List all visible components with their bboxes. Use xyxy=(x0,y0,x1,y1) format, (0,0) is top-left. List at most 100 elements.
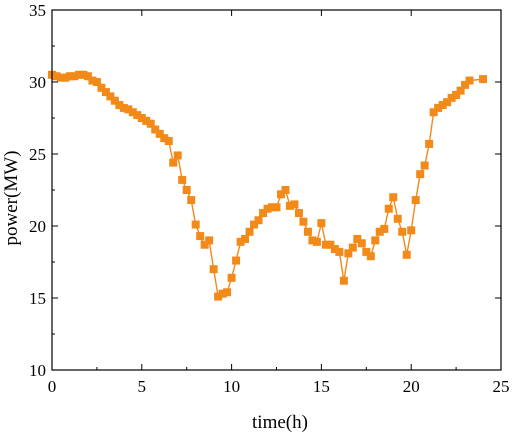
data-point-marker xyxy=(407,226,416,235)
data-point-marker xyxy=(169,158,178,167)
data-point-marker xyxy=(79,70,88,79)
data-point-marker xyxy=(285,201,294,210)
y-tick-label: 20 xyxy=(29,217,46,236)
data-point-marker xyxy=(200,240,209,249)
x-tick-label: 0 xyxy=(48,377,57,396)
data-point-marker xyxy=(465,76,474,85)
data-point-marker xyxy=(205,236,214,245)
data-point-marker xyxy=(191,220,200,229)
data-point-marker xyxy=(124,105,133,114)
data-point-marker xyxy=(362,247,371,256)
data-point-marker xyxy=(389,193,398,202)
data-point-marker xyxy=(151,125,160,134)
data-point-marker xyxy=(276,190,285,199)
y-tick-label: 35 xyxy=(29,1,46,20)
data-point-marker xyxy=(245,227,254,236)
data-point-marker xyxy=(70,72,79,81)
data-point-marker xyxy=(115,101,124,110)
data-point-marker xyxy=(299,217,308,226)
data-point-marker xyxy=(196,232,205,241)
data-point-marker xyxy=(479,75,488,84)
data-point-marker xyxy=(259,209,268,218)
data-point-marker xyxy=(438,101,447,110)
data-point-marker xyxy=(353,234,362,243)
data-point-marker xyxy=(344,249,353,258)
y-tick-label: 30 xyxy=(29,73,46,92)
data-point-marker xyxy=(263,204,272,213)
data-point-marker xyxy=(187,196,196,205)
data-point-marker xyxy=(128,108,137,117)
data-point-marker xyxy=(321,240,330,249)
data-point-marker xyxy=(303,227,312,236)
data-point-marker xyxy=(254,216,263,225)
x-tick-label: 10 xyxy=(223,377,240,396)
data-point-marker xyxy=(110,96,119,105)
x-axis-label: time(h) xyxy=(252,412,308,433)
data-point-marker xyxy=(56,73,65,82)
data-point-marker xyxy=(74,70,83,79)
x-tick-label: 25 xyxy=(493,377,510,396)
data-point-marker xyxy=(119,103,128,112)
data-point-marker xyxy=(312,237,321,246)
data-point-marker xyxy=(61,73,70,82)
data-point-marker xyxy=(326,240,335,249)
data-point-marker xyxy=(52,72,61,81)
data-point-marker xyxy=(173,151,182,160)
data-point-marker xyxy=(411,196,420,205)
data-point-marker xyxy=(232,256,241,265)
data-point-marker xyxy=(106,92,115,101)
data-point-marker xyxy=(398,227,407,236)
x-tick-label: 20 xyxy=(403,377,420,396)
data-point-marker xyxy=(434,103,443,112)
data-point-marker xyxy=(425,139,434,148)
data-point-marker xyxy=(209,265,218,274)
data-point-marker xyxy=(164,137,173,146)
plot-content xyxy=(48,70,488,301)
data-point-marker xyxy=(335,247,344,256)
data-point-marker xyxy=(236,237,245,246)
data-point-marker xyxy=(92,78,101,86)
data-point-marker xyxy=(223,288,232,297)
data-point-marker xyxy=(375,227,384,236)
data-point-marker xyxy=(384,204,393,213)
data-point-marker xyxy=(308,236,317,245)
data-point-marker xyxy=(214,292,223,301)
data-point-marker xyxy=(393,214,402,223)
data-point-marker xyxy=(290,200,299,209)
data-point-marker xyxy=(348,243,357,252)
data-point-marker xyxy=(182,186,191,194)
data-point-marker xyxy=(443,98,452,107)
data-point-marker xyxy=(366,252,375,261)
plot-frame xyxy=(51,9,502,371)
data-point-marker xyxy=(142,116,151,125)
x-tick-label: 15 xyxy=(313,377,330,396)
data-point-marker xyxy=(146,119,155,128)
data-point-marker xyxy=(178,175,187,184)
data-point-marker xyxy=(137,114,146,122)
y-tick-label: 25 xyxy=(29,145,46,164)
data-point-marker xyxy=(83,72,92,81)
data-point-marker xyxy=(160,134,169,143)
data-point-marker xyxy=(317,219,326,228)
data-point-marker xyxy=(227,273,236,282)
data-point-marker xyxy=(268,203,277,212)
x-tick-label: 5 xyxy=(138,377,147,396)
data-point-marker xyxy=(420,161,429,170)
data-point-marker xyxy=(371,236,380,245)
data-point-marker xyxy=(97,83,106,92)
data-point-marker xyxy=(133,111,142,120)
data-point-marker xyxy=(65,72,74,81)
data-point-marker xyxy=(339,276,348,285)
data-point-marker xyxy=(357,239,366,248)
data-point-marker xyxy=(294,209,303,218)
data-point-marker xyxy=(250,220,259,229)
data-point-marker xyxy=(155,129,164,138)
data-point-marker xyxy=(447,93,456,102)
data-point-marker xyxy=(88,76,97,85)
axes: 0 5 10 15 20 25 10 15 20 25 30 35 xyxy=(29,1,510,396)
y-tick-label: 15 xyxy=(29,289,46,308)
data-point-marker xyxy=(241,234,250,243)
data-point-marker xyxy=(452,90,461,99)
data-point-marker xyxy=(272,203,281,212)
